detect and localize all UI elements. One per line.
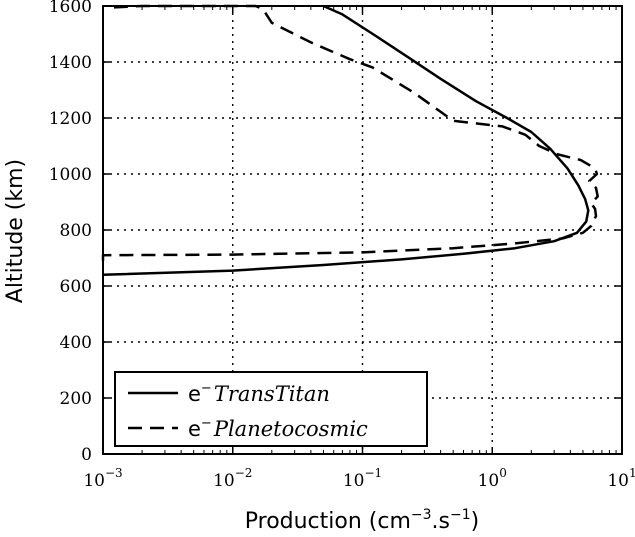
x-axis-label-end: ) [471, 509, 480, 534]
y-tick-label: 1000 [49, 165, 92, 185]
legend-box [114, 371, 428, 447]
y-tick-label: 1200 [49, 109, 92, 129]
x-axis-label-exp1: −3 [411, 507, 432, 523]
y-tick-label: 800 [60, 221, 92, 241]
x-tick-label: 10−1 [343, 466, 382, 491]
series-line-planetocosmic [101, 4, 599, 261]
x-tick-label: 101 [607, 466, 635, 491]
tick-labels: 10−3 10−2 10−1 100 101 0 200 400 600 800 1000 1200 1… [49, 0, 635, 491]
y-tick-label: 1400 [49, 53, 92, 73]
legend-entry-2: e−Planetocosmic [188, 416, 368, 441]
x-tick-label: 10−2 [213, 466, 252, 491]
ticks [102, 5, 623, 455]
y-tick-label: 600 [60, 277, 92, 297]
x-axis-label: Production (cm−3.s−1) [245, 507, 480, 534]
y-tick-label: 200 [60, 389, 92, 409]
series-line-transtitan [102, 4, 590, 277]
x-axis-label-main: Production (cm [245, 509, 411, 534]
x-axis-label-exp2: −1 [450, 507, 471, 523]
y-tick-label: 0 [81, 445, 92, 465]
y-axis-label: Altitude (km) [3, 159, 28, 303]
x-tick-label: 10−3 [83, 466, 122, 491]
series-layer [101, 4, 599, 277]
y-tick-label: 400 [60, 333, 92, 353]
x-axis-label-mid: .s [432, 509, 450, 534]
legend-entry-1: e−TransTitan [188, 381, 330, 406]
y-tick-label: 1600 [49, 0, 92, 17]
legend: e−TransTitan e−Planetocosmic [114, 371, 428, 447]
x-tick-label: 100 [478, 466, 507, 491]
